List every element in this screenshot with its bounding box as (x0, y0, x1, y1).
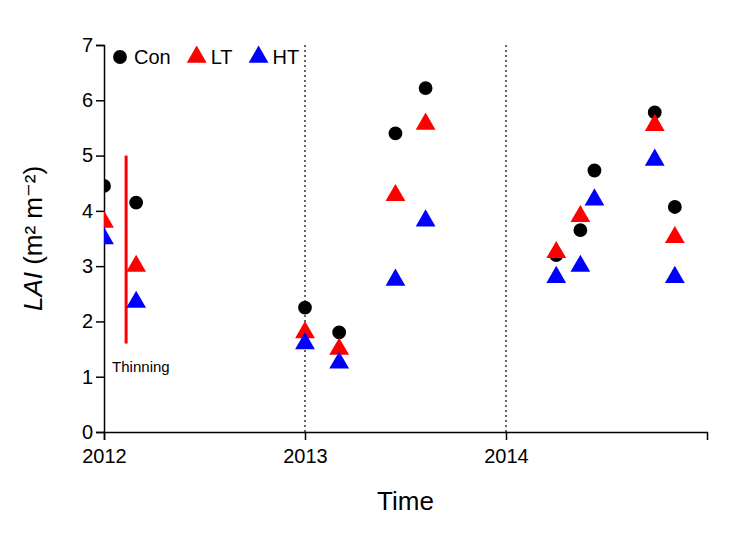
data-point (386, 269, 406, 286)
data-point (104, 179, 111, 193)
legend-label: LT (211, 46, 233, 68)
y-tick: 3 (82, 255, 104, 277)
y-tick-mark (96, 266, 104, 268)
legend-label: HT (273, 46, 300, 68)
legend-marker (187, 46, 207, 63)
chart: 2012 2013 2014 0 1 2 3 4 5 6 7 Time LAI (m² m⁻²) Thin… (0, 0, 748, 542)
data-point (126, 255, 146, 272)
legend-label: Con (134, 46, 171, 68)
y-tick-mark (96, 155, 104, 157)
x-tick: 2013 (283, 432, 328, 467)
y-tick-label: 3 (82, 255, 93, 277)
y-axis-line (96, 46, 105, 433)
x-tick-label: 2014 (484, 445, 529, 467)
data-point (126, 291, 146, 308)
data-point (573, 223, 587, 237)
data-point (129, 196, 143, 210)
y-axis-title: LAI (m² m⁻²) (18, 166, 48, 311)
y-axis: 0 1 2 3 4 5 6 7 (82, 34, 105, 443)
data-point (416, 209, 436, 226)
x-axis-title: Time (377, 486, 434, 516)
reference-line (505, 45, 506, 432)
y-tick-label: 5 (82, 144, 93, 166)
data-point (570, 255, 590, 272)
data-point (329, 351, 349, 368)
y-tick: 0 (82, 421, 104, 443)
y-tick-label: 0 (82, 421, 93, 443)
data-point (668, 200, 682, 214)
data-point (332, 326, 346, 340)
data-point (546, 241, 566, 258)
legend: Con LT HT (113, 46, 299, 68)
data-point (298, 301, 312, 315)
x-tick-mark (305, 432, 307, 440)
y-tick-label: 1 (82, 366, 93, 388)
y-tick-label: 4 (82, 200, 93, 222)
data-point (104, 227, 114, 244)
data-point (419, 81, 433, 95)
y-tick-mark (96, 45, 104, 47)
data-point (585, 188, 605, 205)
data-point (588, 164, 602, 178)
x-axis: 2012 2013 2014 (82, 432, 707, 467)
annotation-line (125, 156, 128, 344)
y-tick-mark (96, 432, 104, 434)
x-tick-mark (506, 432, 508, 440)
legend-marker (113, 50, 127, 64)
data-point (104, 210, 114, 227)
x-axis-line (105, 433, 708, 441)
data-point (416, 113, 436, 130)
legend-marker (249, 46, 269, 63)
data-point (645, 149, 665, 166)
data-point (389, 127, 403, 141)
y-tick: 4 (82, 200, 104, 222)
y-tick-label: 2 (82, 310, 93, 332)
series-lt (104, 113, 685, 355)
data-point (645, 114, 665, 131)
y-tick-label: 7 (82, 34, 93, 56)
series-con (104, 81, 682, 339)
data-point (665, 226, 685, 243)
y-tick: 7 (82, 34, 104, 56)
y-tick-label: 6 (82, 89, 93, 111)
y-tick: 5 (82, 144, 104, 166)
reference-line (304, 45, 305, 432)
plot-area (104, 45, 685, 432)
annotation-text: Thinning (112, 358, 170, 375)
x-tick-label: 2013 (283, 445, 328, 467)
data-point (386, 184, 406, 201)
x-tick-label: 2012 (82, 445, 127, 467)
y-tick-mark (96, 376, 104, 378)
y-tick: 6 (82, 89, 104, 111)
data-point (665, 266, 685, 283)
data-point (546, 266, 566, 283)
x-tick: 2014 (484, 432, 529, 467)
series-ht (104, 149, 685, 369)
y-tick-mark (96, 100, 104, 102)
data-point (295, 332, 315, 349)
y-tick: 1 (82, 366, 104, 388)
y-tick: 2 (82, 310, 104, 332)
y-tick-mark (96, 321, 104, 323)
data-point (570, 205, 590, 222)
y-tick-mark (96, 211, 104, 213)
